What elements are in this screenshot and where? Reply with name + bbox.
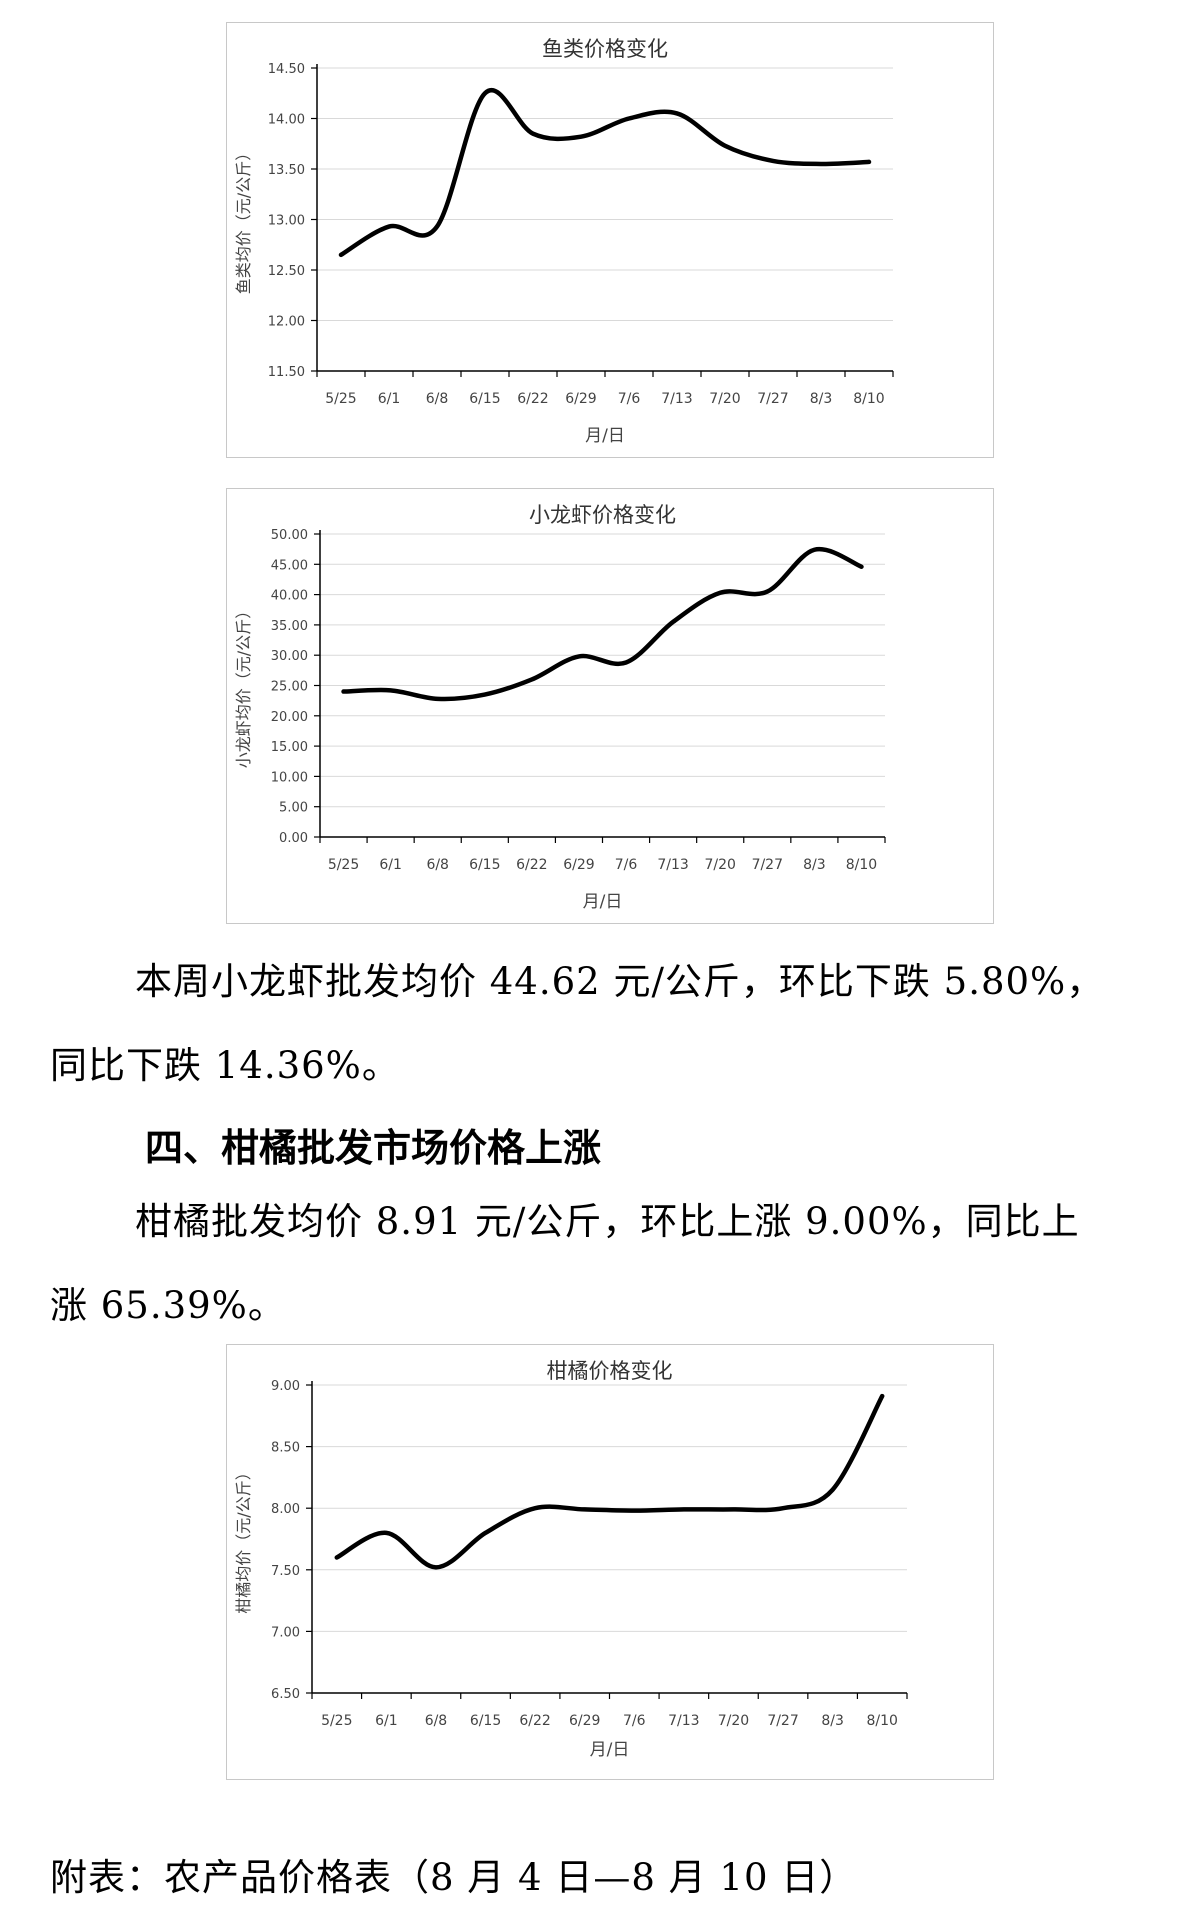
y-tick-label: 25.00	[271, 680, 308, 695]
crayfish-summary-paragraph: 本周小龙虾批发均价 44.62 元/公斤，环比下跌 5.80%， 同比下跌 14…	[50, 940, 1160, 1108]
x-tick-label: 7/13	[661, 391, 692, 407]
y-tick-label: 6.50	[271, 1687, 300, 1702]
chart-title: 小龙虾价格变化	[529, 503, 676, 527]
y-tick-label: 0.00	[279, 831, 308, 846]
y-tick-label: 8.00	[271, 1502, 300, 1517]
x-tick-label: 7/20	[704, 857, 735, 873]
x-tick-label: 7/13	[668, 1713, 699, 1729]
y-tick-label: 30.00	[271, 649, 308, 664]
y-tick-label: 45.00	[271, 558, 308, 573]
x-axis-label: 月/日	[590, 1740, 630, 1760]
x-tick-label: 6/29	[569, 1713, 600, 1729]
series-line	[338, 88, 872, 258]
chart-title: 柑橘价格变化	[547, 1359, 673, 1383]
y-axis-label: 柑橘均价（元/公斤）	[234, 1464, 253, 1613]
crayfish-summary-line-2: 同比下跌 14.36%。	[50, 1044, 400, 1087]
x-tick-label: 6/22	[519, 1713, 550, 1729]
x-tick-label: 7/6	[623, 1713, 646, 1729]
crayfish-price-chart-svg: 小龙虾价格变化 0.00 5.00 10.00 15.00 20.00 25.00 30.00…	[234, 503, 886, 912]
series-line	[334, 1393, 885, 1570]
x-tick-label: 6/22	[517, 391, 548, 407]
x-tick-label: 5/25	[321, 1713, 352, 1729]
section-heading-citrus: 四、柑橘批发市场价格上涨	[145, 1126, 602, 1170]
y-tick-label: 15.00	[271, 740, 308, 755]
x-tick-label: 6/1	[379, 857, 402, 873]
x-tick-label: 6/8	[425, 1713, 448, 1729]
y-tick-label: 20.00	[271, 710, 308, 725]
x-tick-label: 6/15	[469, 857, 500, 873]
y-tick-label: 10.00	[271, 770, 308, 785]
x-tick-label: 6/15	[469, 391, 500, 407]
y-axis-label: 鱼类均价（元/公斤）	[234, 145, 253, 294]
x-tick-label: 6/22	[516, 857, 547, 873]
crayfish-summary-text-1: 本周小龙虾批发均价 44.62 元/公斤，环比下跌 5.80%，	[135, 960, 1105, 1003]
x-tick-label: 5/25	[328, 857, 359, 873]
x-axis-label: 月/日	[583, 892, 623, 912]
x-tick-label: 7/27	[752, 857, 783, 873]
citrus-summary-text-1: 柑橘批发均价 8.91 元/公斤，环比上涨 9.00%，同比上	[135, 1200, 1080, 1243]
crayfish-price-chart: 小龙虾价格变化 0.00 5.00 10.00 15.00 20.00 25.00 30.00…	[226, 488, 994, 924]
x-tick-label: 7/27	[767, 1713, 798, 1729]
y-tick-label: 12.50	[268, 264, 305, 279]
x-tick-label: 8/3	[803, 857, 826, 873]
fish-price-chart: 鱼类价格变化 11.50 12.00 12.50 13.00 13.50 14.00 14.5…	[226, 22, 994, 458]
x-axis-label: 月/日	[585, 426, 625, 446]
citrus-summary-line-2: 涨 65.39%。	[50, 1284, 286, 1327]
crayfish-summary-line-1: 本周小龙虾批发均价 44.62 元/公斤，环比下跌 5.80%，	[50, 940, 1160, 1024]
y-tick-label: 40.00	[271, 589, 308, 604]
x-tick-label: 8/10	[853, 391, 884, 407]
x-tick-label: 8/10	[846, 857, 877, 873]
x-tick-label: 6/8	[426, 391, 449, 407]
y-tick-label: 7.00	[271, 1625, 300, 1640]
y-tick-label: 13.00	[268, 214, 305, 229]
y-tick-label: 12.00	[268, 315, 305, 330]
fish-price-chart-svg: 鱼类价格变化 11.50 12.00 12.50 13.00 13.50 14.00 14.5…	[234, 37, 894, 446]
x-tick-label: 6/1	[378, 391, 401, 407]
y-tick-label: 11.50	[268, 365, 305, 380]
y-axis-label: 小龙虾均价（元/公斤）	[234, 603, 253, 768]
x-tick-label: 8/3	[821, 1713, 844, 1729]
y-tick-label: 14.50	[268, 62, 305, 77]
x-tick-label: 6/1	[375, 1713, 398, 1729]
x-tick-label: 7/27	[757, 391, 788, 407]
x-tick-label: 8/3	[810, 391, 833, 407]
series-line	[341, 546, 864, 702]
y-tick-label: 35.00	[271, 619, 308, 634]
y-tick-label: 13.50	[268, 163, 305, 178]
x-tick-label: 6/29	[563, 857, 594, 873]
x-tick-label: 8/10	[866, 1713, 897, 1729]
chart-title: 鱼类价格变化	[542, 37, 668, 61]
appendix-caption: 附表：农产品价格表（8 月 4 日—8 月 10 日）	[50, 1856, 858, 1899]
x-tick-label: 7/20	[718, 1713, 749, 1729]
x-tick-label: 6/29	[565, 391, 596, 407]
y-tick-label: 14.00	[268, 113, 305, 128]
y-tick-label: 5.00	[279, 801, 308, 816]
x-tick-label: 7/6	[618, 391, 641, 407]
x-tick-label: 7/20	[709, 391, 740, 407]
x-tick-label: 7/6	[615, 857, 638, 873]
x-tick-label: 7/13	[657, 857, 688, 873]
citrus-price-chart-svg: 柑橘价格变化 6.50 7.00 7.50 8.00 8.50 9.00 5/25 6/1 6/8…	[234, 1359, 908, 1760]
y-tick-label: 8.50	[271, 1441, 300, 1456]
y-tick-label: 7.50	[271, 1564, 300, 1579]
citrus-summary-paragraph: 柑橘批发均价 8.91 元/公斤，环比上涨 9.00%，同比上 涨 65.39%…	[50, 1180, 1160, 1348]
y-tick-label: 50.00	[271, 528, 308, 543]
x-tick-label: 6/15	[470, 1713, 501, 1729]
x-tick-label: 6/8	[426, 857, 449, 873]
x-tick-label: 5/25	[325, 391, 356, 407]
citrus-price-chart: 柑橘价格变化 6.50 7.00 7.50 8.00 8.50 9.00 5/25 6/1 6/8…	[226, 1344, 994, 1780]
y-tick-label: 9.00	[271, 1379, 300, 1394]
citrus-summary-line-1: 柑橘批发均价 8.91 元/公斤，环比上涨 9.00%，同比上	[50, 1180, 1160, 1264]
